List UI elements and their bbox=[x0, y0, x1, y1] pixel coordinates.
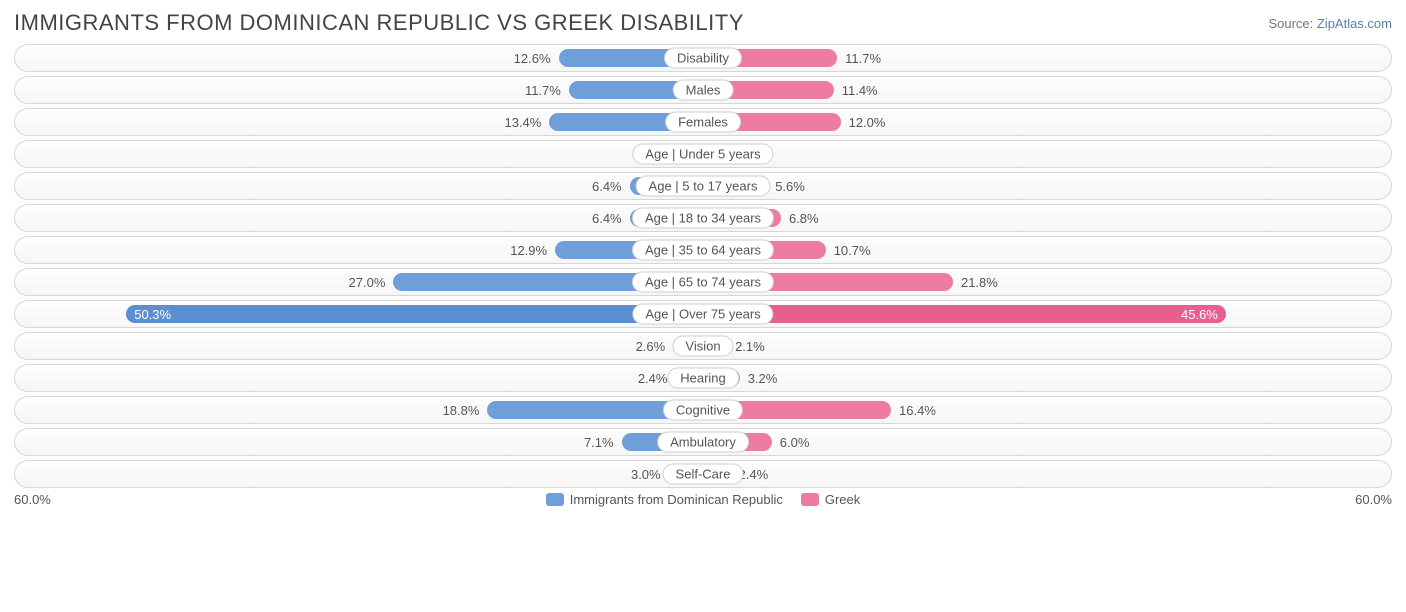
value-label-right: 3.2% bbox=[740, 371, 786, 386]
legend-item-left: Immigrants from Dominican Republic bbox=[546, 492, 783, 507]
chart-row: 6.4% 6.8% Age | 18 to 34 years bbox=[14, 204, 1392, 232]
chart-row: 18.8% 16.4% Cognitive bbox=[14, 396, 1392, 424]
value-label-left: 2.6% bbox=[628, 339, 674, 354]
legend-swatch-left bbox=[546, 493, 564, 506]
value-label-left: 12.9% bbox=[502, 243, 555, 258]
category-pill: Disability bbox=[664, 48, 742, 69]
chart-row: 13.4% 12.0% Females bbox=[14, 108, 1392, 136]
chart-row: 3.0%2.4%Self-Care bbox=[14, 460, 1392, 488]
chart-row: 27.0% 21.8% Age | 65 to 74 years bbox=[14, 268, 1392, 296]
category-pill: Ambulatory bbox=[657, 432, 749, 453]
legend-label-right: Greek bbox=[825, 492, 860, 507]
legend-item-right: Greek bbox=[801, 492, 860, 507]
chart-row: 12.9% 10.7% Age | 35 to 64 years bbox=[14, 236, 1392, 264]
category-pill: Hearing bbox=[667, 368, 739, 389]
value-label-right: 2.1% bbox=[727, 339, 773, 354]
category-pill: Cognitive bbox=[663, 400, 743, 421]
bar-left: 50.3% bbox=[126, 305, 703, 323]
axis-max-right: 60.0% bbox=[1355, 492, 1392, 507]
category-pill: Vision bbox=[672, 336, 733, 357]
legend-swatch-right bbox=[801, 493, 819, 506]
source-link[interactable]: ZipAtlas.com bbox=[1317, 16, 1392, 31]
diverging-bar-chart: 12.6% 11.7% Disability 11.7% 11.4% Males 13.4%… bbox=[14, 44, 1392, 488]
category-pill: Age | 5 to 17 years bbox=[636, 176, 771, 197]
source-prefix: Source: bbox=[1268, 16, 1316, 31]
value-label-right: 21.8% bbox=[953, 275, 1006, 290]
value-label-left: 6.4% bbox=[584, 211, 630, 226]
axis-max-left: 60.0% bbox=[14, 492, 51, 507]
value-label-left: 27.0% bbox=[341, 275, 394, 290]
value-label-right: 45.6% bbox=[1173, 307, 1226, 322]
value-label-right: 6.8% bbox=[781, 211, 827, 226]
chart-row: 2.4%3.2%Hearing bbox=[14, 364, 1392, 392]
category-pill: Age | 35 to 64 years bbox=[632, 240, 774, 261]
category-pill: Males bbox=[673, 80, 734, 101]
value-label-right: 16.4% bbox=[891, 403, 944, 418]
chart-row: 50.3% 45.6% Age | Over 75 years bbox=[14, 300, 1392, 328]
category-pill: Self-Care bbox=[663, 464, 744, 485]
category-pill: Age | 65 to 74 years bbox=[632, 272, 774, 293]
chart-row: 6.4% 5.6%Age | 5 to 17 years bbox=[14, 172, 1392, 200]
chart-row: 1.1%1.5%Age | Under 5 years bbox=[14, 140, 1392, 168]
chart-row: 11.7% 11.4% Males bbox=[14, 76, 1392, 104]
chart-title: IMMIGRANTS FROM DOMINICAN REPUBLIC VS GR… bbox=[14, 10, 744, 36]
legend-label-left: Immigrants from Dominican Republic bbox=[570, 492, 783, 507]
value-label-left: 18.8% bbox=[435, 403, 488, 418]
chart-row: 7.1% 6.0% Ambulatory bbox=[14, 428, 1392, 456]
category-pill: Age | 18 to 34 years bbox=[632, 208, 774, 229]
category-pill: Females bbox=[665, 112, 741, 133]
chart-legend: Immigrants from Dominican Republic Greek bbox=[546, 492, 861, 507]
value-label-left: 7.1% bbox=[576, 435, 622, 450]
value-label-right: 10.7% bbox=[826, 243, 879, 258]
value-label-left: 50.3% bbox=[126, 307, 179, 322]
chart-row: 12.6% 11.7% Disability bbox=[14, 44, 1392, 72]
value-label-right: 5.6% bbox=[767, 179, 813, 194]
value-label-left: 11.7% bbox=[517, 83, 569, 98]
value-label-right: 11.4% bbox=[834, 83, 886, 98]
value-label-right: 11.7% bbox=[837, 51, 889, 66]
value-label-right: 12.0% bbox=[841, 115, 894, 130]
category-pill: Age | Under 5 years bbox=[632, 144, 773, 165]
value-label-right: 6.0% bbox=[772, 435, 818, 450]
value-label-left: 13.4% bbox=[496, 115, 549, 130]
source-attribution: Source: ZipAtlas.com bbox=[1268, 16, 1392, 31]
value-label-left: 6.4% bbox=[584, 179, 630, 194]
chart-row: 2.6% 2.1%Vision bbox=[14, 332, 1392, 360]
category-pill: Age | Over 75 years bbox=[632, 304, 773, 325]
value-label-left: 12.6% bbox=[506, 51, 559, 66]
bar-right: 45.6% bbox=[703, 305, 1226, 323]
